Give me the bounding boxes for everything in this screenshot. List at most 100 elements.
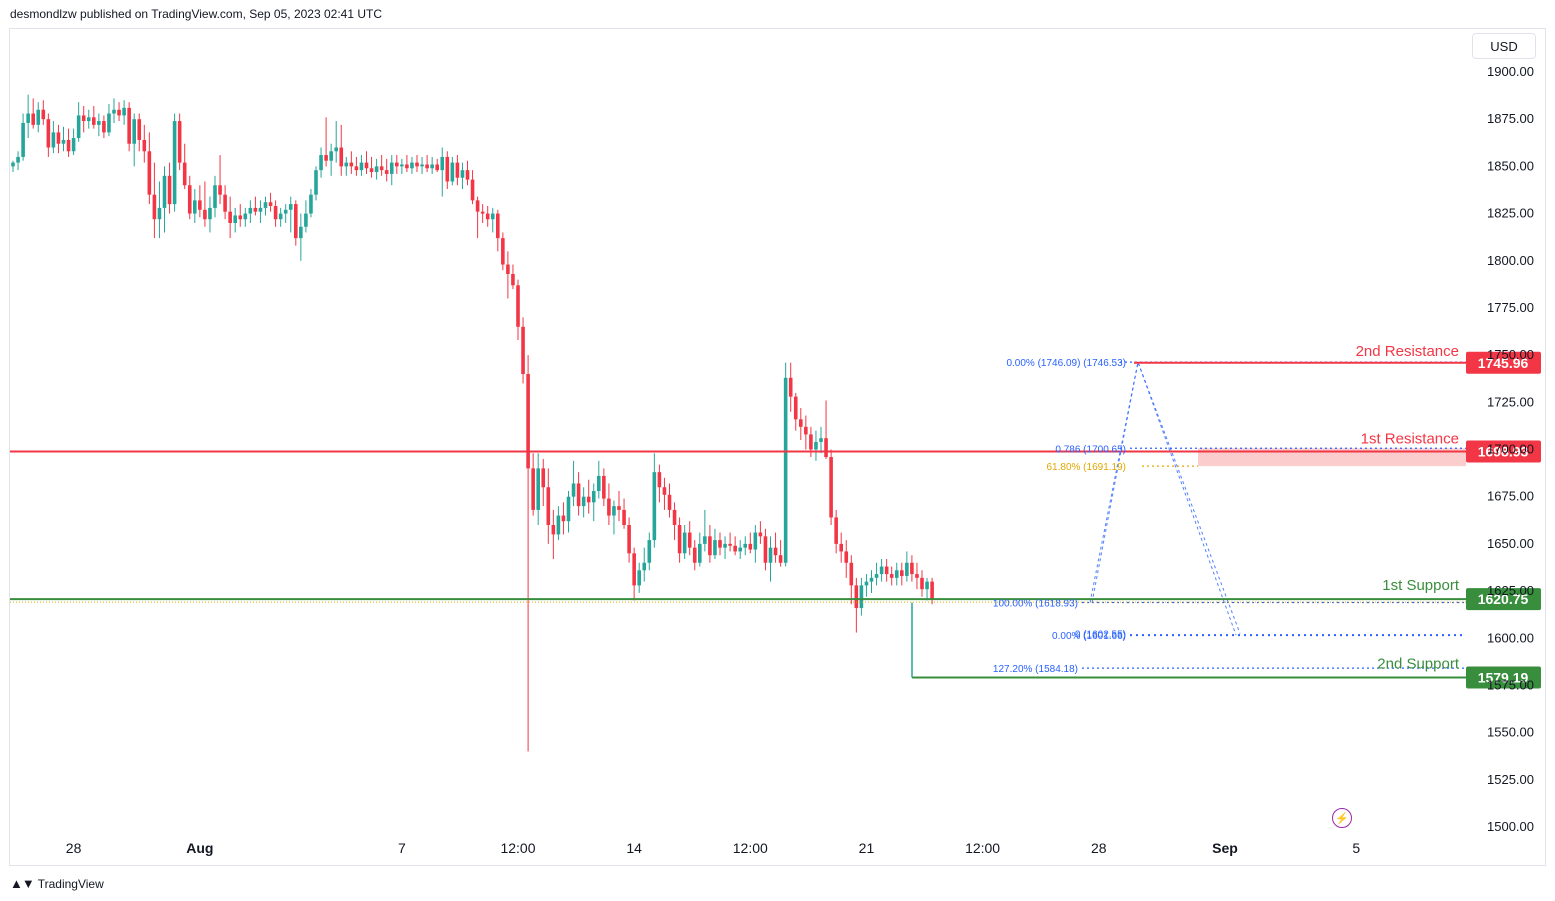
candle-body (182, 162, 187, 186)
candle-body (642, 562, 647, 571)
candle-body (480, 211, 485, 214)
candle-body (682, 532, 687, 554)
candle-body (667, 494, 672, 510)
fib-level-label: 0.00% (1746.09) (1746.53) (1006, 358, 1126, 369)
candle-body (460, 170, 465, 178)
candle-body (92, 117, 96, 125)
lightning-icon[interactable]: ⚡ (1332, 808, 1352, 828)
candle-body (854, 585, 859, 609)
candle-body (753, 532, 758, 550)
candle-body (334, 147, 338, 152)
candle-body (445, 156, 450, 182)
candle-body (778, 555, 783, 563)
candle-body (142, 139, 147, 152)
currency-button[interactable]: USD (1472, 33, 1536, 59)
candle-body (894, 570, 899, 578)
candle-body (329, 151, 333, 161)
candle-body (162, 175, 167, 208)
candle-body (319, 155, 323, 171)
x-tick-label: 12:00 (733, 840, 768, 856)
candle-body (203, 209, 207, 220)
candle-body (137, 119, 142, 140)
candle-body (299, 226, 303, 239)
x-tick-label: 12:00 (965, 840, 1000, 856)
candle-body (490, 213, 495, 220)
candle-body (723, 543, 727, 548)
candle-body (728, 543, 732, 546)
candle-body (859, 585, 864, 609)
candle-body (455, 162, 460, 178)
candle-body (889, 574, 894, 578)
candle-body (758, 532, 763, 537)
candle-body (228, 211, 232, 223)
candle-body (516, 285, 520, 327)
candle-body (930, 581, 934, 599)
candle-body (632, 553, 636, 586)
x-tick-label: 21 (859, 840, 875, 856)
y-tick-label: 1825.00 (1487, 206, 1534, 221)
candle-body (607, 498, 611, 516)
candle-body (768, 547, 773, 563)
brand-text: TradingView (37, 876, 104, 891)
candle-body (268, 202, 273, 207)
candle-body (571, 483, 576, 497)
candle-body (879, 566, 884, 575)
candle-body (122, 107, 126, 116)
chart-frame (9, 28, 1546, 866)
x-tick-label: Sep (1212, 840, 1238, 856)
candle-body (576, 483, 581, 507)
y-tick-label: 1800.00 (1487, 253, 1534, 268)
candle-body (66, 139, 71, 152)
candle-body (16, 156, 20, 163)
candle-body (561, 515, 566, 522)
candle-body (76, 115, 81, 139)
x-tick-label: 28 (1091, 840, 1107, 856)
candle-body (172, 121, 177, 205)
candle-body (218, 185, 222, 195)
candle-body (41, 109, 46, 120)
candle-body (799, 419, 803, 427)
candle-body (223, 194, 227, 212)
candle-body (884, 566, 889, 575)
candle-body (208, 207, 212, 220)
candle-body (26, 113, 30, 123)
candle-body (531, 468, 535, 510)
y-tick-label: 1500.00 (1487, 819, 1534, 834)
footer-brand[interactable]: ▲▼ TradingView (10, 876, 104, 891)
candle-body (834, 517, 838, 544)
candle-body (410, 162, 414, 169)
price-tag-label: 1745.96 (1478, 355, 1529, 371)
candle-body (743, 543, 748, 548)
y-tick-label: 1775.00 (1487, 300, 1534, 315)
candle-body (339, 147, 344, 167)
level-name-label: 2nd Support (1377, 656, 1460, 673)
resistance-zone (1198, 448, 1466, 467)
candle-body (844, 551, 849, 563)
candle-body (793, 396, 798, 420)
candle-body (546, 487, 551, 525)
candle-body (864, 581, 869, 586)
x-tick-label: 5 (1352, 840, 1360, 856)
candle-body (389, 162, 394, 174)
candle-body (708, 536, 712, 556)
candle-body (354, 166, 359, 171)
candle-body (627, 525, 631, 554)
candle-body (662, 487, 667, 495)
candle-body (36, 109, 41, 125)
candle-body (324, 155, 328, 161)
candle-body (278, 213, 283, 220)
y-tick-label: 1750.00 (1487, 347, 1534, 362)
fib-level-label: 127.20% (1584.18) (993, 664, 1078, 675)
y-tick-label: 1625.00 (1487, 583, 1534, 598)
candle-body (809, 434, 813, 450)
y-tick-label: 1850.00 (1487, 158, 1534, 173)
candle-body (652, 472, 657, 541)
candle-body (763, 536, 768, 563)
candle-body (430, 164, 434, 169)
candle-body (718, 540, 722, 548)
candle-body (657, 472, 662, 488)
candle-body (713, 540, 717, 556)
candle-body (687, 532, 692, 548)
candle-body (849, 562, 854, 586)
